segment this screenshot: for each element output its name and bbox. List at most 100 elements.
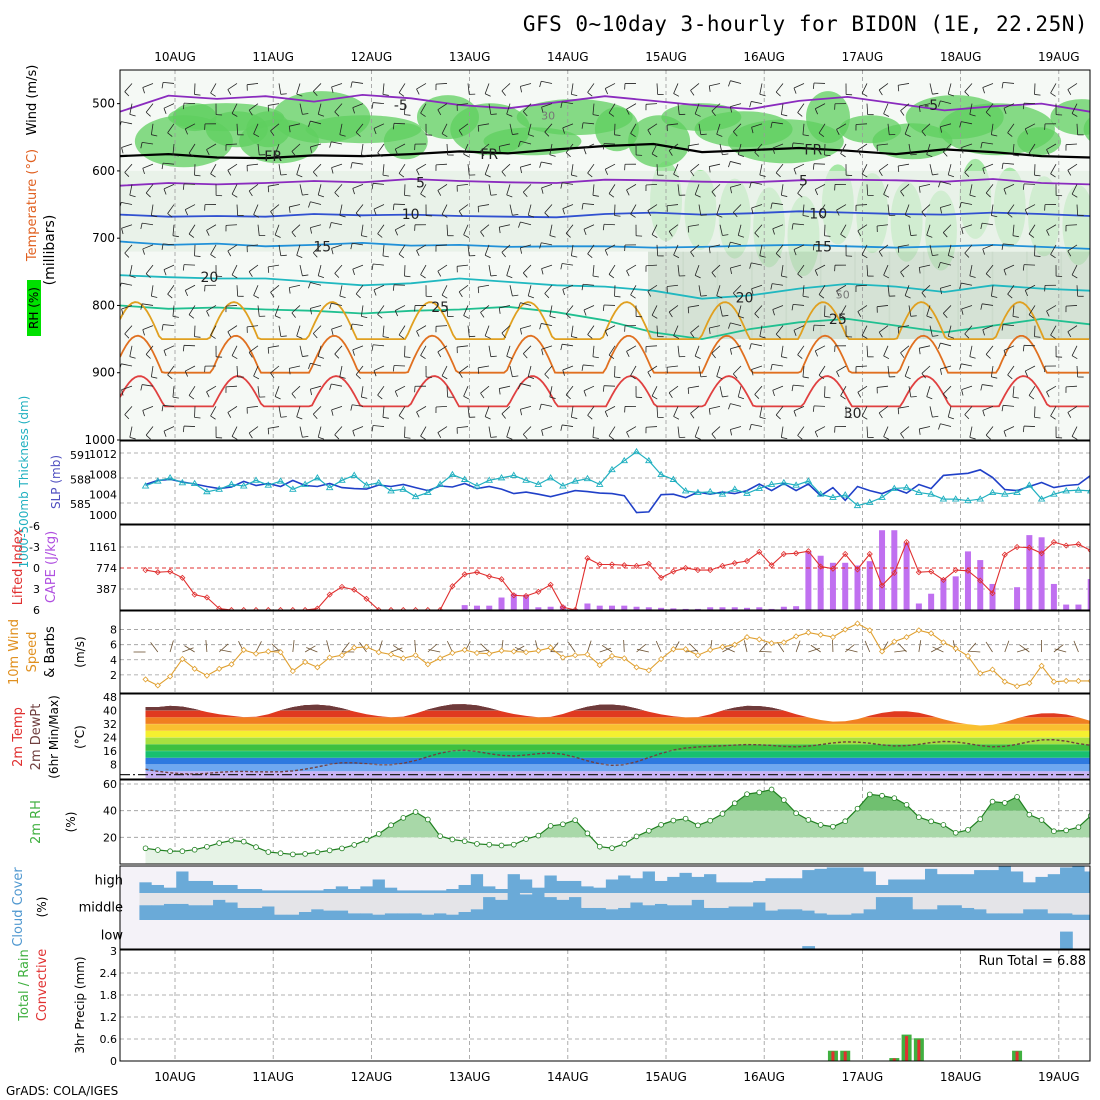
wind-barb bbox=[592, 426, 595, 438]
cloud-clear-cell bbox=[826, 866, 840, 868]
wind-barb bbox=[754, 385, 763, 395]
wind-barb bbox=[982, 384, 994, 387]
cloud-clear-cell bbox=[249, 893, 263, 908]
wind-barb-flag bbox=[948, 93, 955, 97]
wind-barb bbox=[730, 426, 742, 430]
wind-barb bbox=[145, 184, 154, 194]
wind-barb bbox=[188, 143, 196, 154]
wind-barb bbox=[900, 184, 910, 192]
cloud-clear-cell bbox=[470, 866, 484, 875]
wind-barb-flag bbox=[167, 132, 173, 137]
cape-bar bbox=[1038, 537, 1045, 610]
cloud-cell bbox=[593, 907, 607, 920]
wind-barb bbox=[570, 244, 574, 256]
thickness-point bbox=[718, 490, 727, 497]
wind-barb-flag bbox=[404, 194, 411, 197]
cloud-cell bbox=[348, 913, 361, 920]
wind-barb-flag bbox=[824, 316, 831, 318]
wind-barb bbox=[947, 164, 952, 175]
cloud-cell bbox=[728, 882, 742, 893]
wind-group bbox=[133, 620, 1090, 690]
wind-speed-line bbox=[145, 622, 1090, 687]
lifted-index-point bbox=[338, 583, 346, 590]
cloud-clear-cell bbox=[679, 893, 693, 906]
wind-barb bbox=[352, 426, 364, 431]
isotherm-label: 15 bbox=[814, 239, 832, 255]
wind-barb-flag bbox=[124, 333, 130, 339]
isotherm-label: 5 bbox=[416, 175, 425, 191]
wind-barb-flag bbox=[883, 113, 890, 117]
wind-barb bbox=[398, 83, 406, 93]
wind-barb bbox=[815, 264, 826, 271]
wind-barb bbox=[150, 285, 154, 297]
wind-barb-flag bbox=[878, 170, 883, 177]
isotherm-line bbox=[120, 210, 1090, 219]
wind-barb-flag bbox=[608, 193, 615, 198]
wind-barb-flag bbox=[722, 153, 729, 156]
wind-barb bbox=[313, 325, 322, 334]
wind-speed-point bbox=[891, 638, 898, 645]
wind-barb bbox=[373, 284, 385, 291]
wind-barb bbox=[1076, 285, 1079, 297]
thickness-point bbox=[227, 480, 236, 487]
wind-barb bbox=[499, 143, 511, 147]
cloud-cell bbox=[458, 911, 472, 920]
wind-barb bbox=[188, 224, 196, 235]
wind-barb-flag bbox=[484, 93, 491, 97]
wind-barb bbox=[398, 325, 406, 336]
lifted-index-point bbox=[326, 591, 333, 598]
lifted-index-point bbox=[645, 560, 652, 567]
wind-barb bbox=[673, 325, 679, 336]
cape-bar bbox=[486, 605, 493, 610]
wind-barb-flag bbox=[932, 335, 939, 337]
wind-barb-flag bbox=[350, 323, 353, 330]
wind-axis-label-speed: Speed bbox=[25, 632, 40, 673]
wind-barb-flag bbox=[942, 393, 948, 399]
wind-barb-flag bbox=[394, 148, 398, 155]
cloud-clear-cell bbox=[200, 893, 214, 906]
surface-wind-barb bbox=[758, 642, 768, 653]
wind-barb-flag bbox=[528, 214, 535, 218]
wind-barb bbox=[437, 184, 448, 191]
precip-convective-axis-label: Convective bbox=[35, 949, 50, 1022]
rh2m-point bbox=[437, 833, 443, 839]
cloud-cell bbox=[740, 906, 754, 920]
wind-barb bbox=[501, 163, 511, 172]
wind-barb bbox=[395, 224, 406, 231]
wind-barb bbox=[416, 244, 427, 251]
wind-barb-flag bbox=[883, 194, 890, 198]
wind-barb bbox=[730, 345, 742, 350]
wind-speed-point bbox=[1038, 662, 1045, 669]
wind-barb-flag bbox=[812, 244, 815, 251]
cloud-cell bbox=[200, 905, 214, 920]
wind-barb-flag bbox=[608, 435, 615, 440]
cloud-clear-cell bbox=[949, 866, 963, 875]
rh2m-point bbox=[842, 818, 849, 824]
wind-barb bbox=[310, 385, 322, 390]
thickness-point bbox=[976, 495, 985, 502]
wind-barb-flag bbox=[490, 113, 497, 115]
cloud-cell bbox=[900, 879, 914, 893]
wind-barb-flag bbox=[210, 415, 216, 420]
wind-barb bbox=[446, 143, 449, 156]
wind-barb bbox=[780, 345, 784, 357]
cape-bar bbox=[1087, 579, 1090, 610]
wind-barb bbox=[772, 305, 784, 310]
wind-barb-flag bbox=[182, 103, 185, 110]
rh2m-point bbox=[891, 795, 898, 801]
precip-axis-label: 3hr Precip (mm) bbox=[73, 956, 87, 1053]
wind-barb-flag bbox=[592, 275, 599, 278]
wind-barb-flag bbox=[581, 203, 584, 210]
wind-barb-flag bbox=[985, 192, 991, 198]
wind-barb-flag bbox=[1071, 436, 1078, 440]
wind-barb-flag bbox=[167, 213, 173, 218]
wind-barb bbox=[313, 244, 322, 254]
rh-moist-cell bbox=[246, 111, 291, 148]
cape-bar bbox=[940, 578, 947, 610]
wind-barb bbox=[772, 202, 784, 205]
wind-barb-flag bbox=[544, 212, 550, 218]
wind-barb bbox=[541, 80, 553, 84]
wind-barb-flag bbox=[562, 208, 565, 215]
